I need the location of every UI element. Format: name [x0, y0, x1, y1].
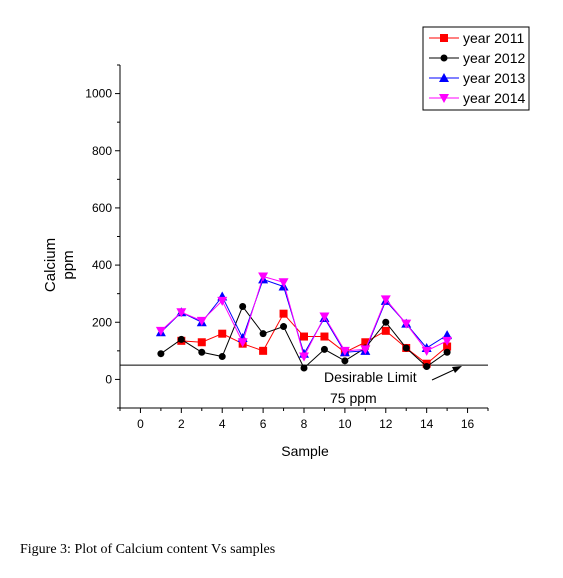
y-tick-label: 600 [92, 201, 112, 215]
marker-triangle-down [299, 352, 309, 362]
marker-square [443, 342, 452, 351]
figure-caption: Figure 3: Plot of Calcium content Vs sam… [20, 542, 276, 557]
marker-triangle-down [401, 319, 412, 329]
marker-triangle-up [439, 73, 449, 82]
marker-circle [218, 353, 226, 361]
marker-circle [300, 364, 308, 372]
y-tick-label: 0 [105, 372, 112, 386]
marker-triangle-down [237, 338, 248, 348]
marker-circle [239, 303, 247, 311]
marker-circle [280, 323, 288, 331]
legend-label: year 2013 [463, 70, 525, 86]
axes-layer: 0 200 400 600 800 1000 0 2 4 6 8 10 12 14 16 [85, 64, 489, 431]
marker-triangle-down [442, 336, 453, 346]
marker-square [218, 329, 227, 338]
marker-circle [198, 348, 206, 356]
y-axis-label-calcium: Calcium [42, 238, 59, 292]
marker-circle [177, 335, 185, 343]
marker-triangle-down [155, 326, 166, 336]
marker-circle [320, 345, 328, 353]
marker-circle [440, 54, 448, 62]
legend-label: year 2011 [463, 30, 524, 46]
y-tick-label: 1000 [85, 87, 112, 101]
marker-triangle-down [319, 312, 330, 322]
y-axis-label-ppm: ppm [60, 250, 77, 279]
marker-triangle-down [278, 278, 289, 288]
y-tick-label: 800 [92, 144, 112, 158]
marker-triangle-down [258, 272, 269, 282]
marker-square [381, 326, 390, 335]
marker-triangle-down [217, 296, 228, 306]
x-tick-label: 2 [178, 417, 185, 431]
legend-label: year 2014 [463, 90, 525, 106]
x-tick-label: 16 [461, 417, 475, 431]
marker-square [300, 332, 308, 341]
calcium-line-chart: 0 200 400 600 800 1000 0 2 4 6 8 10 12 14 16 Sample Ca… [42, 26, 530, 459]
marker-triangle-down [421, 346, 432, 356]
marker-triangle-down [176, 308, 187, 318]
marker-square [197, 338, 206, 347]
marker-circle [382, 318, 390, 326]
x-tick-label: 14 [420, 417, 434, 431]
x-tick-label: 12 [379, 417, 393, 431]
legend-label: year 2012 [463, 50, 525, 66]
marker-circle [423, 363, 431, 371]
x-tick-label: 10 [338, 417, 352, 431]
desirable-limit-value: 75 ppm [330, 390, 377, 406]
marker-square [320, 332, 329, 341]
marker-circle [402, 344, 410, 352]
marker-square [259, 346, 268, 355]
marker-triangle-down [380, 295, 391, 305]
series-year-2014 [155, 272, 453, 362]
marker-circle [443, 348, 451, 356]
marker-circle [157, 350, 165, 358]
x-tick-label: 6 [260, 417, 267, 431]
x-tick-label: 0 [137, 417, 144, 431]
legend: year 2011 year 2012 year 2013 year 2014 [422, 26, 530, 111]
marker-circle [341, 357, 349, 365]
marker-circle [259, 330, 267, 338]
marker-triangle-down [360, 345, 371, 355]
marker-square [279, 309, 288, 318]
marker-square [440, 34, 448, 42]
desirable-limit-label: Desirable Limit [324, 369, 417, 385]
series-layer [155, 272, 453, 372]
marker-square [361, 338, 370, 347]
marker-triangle-down [339, 346, 350, 356]
y-tick-label: 400 [92, 258, 112, 272]
x-axis-label: Sample [281, 443, 329, 459]
x-tick-label: 8 [301, 417, 308, 431]
y-tick-label: 200 [92, 315, 112, 329]
annotation-arrow-head [452, 366, 462, 373]
x-tick-label: 4 [219, 417, 226, 431]
marker-triangle-down [439, 94, 449, 103]
marker-triangle-down [196, 316, 207, 326]
